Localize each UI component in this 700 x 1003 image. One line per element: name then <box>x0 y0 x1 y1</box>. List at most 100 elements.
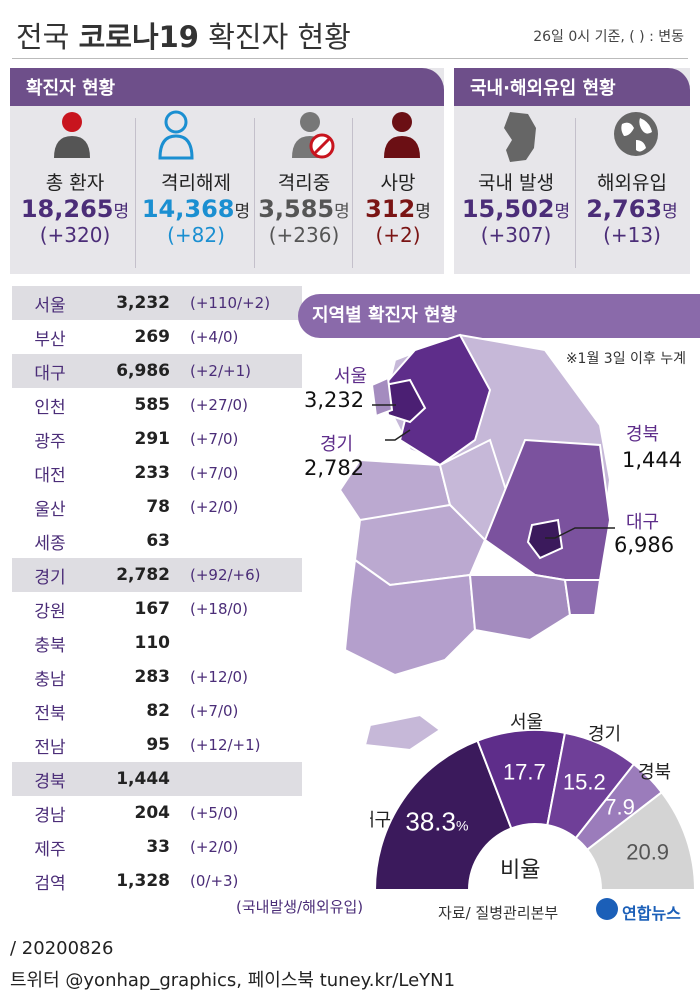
table-row: 전북 82 (+7/0) <box>12 694 302 728</box>
yonhap-logo-icon <box>596 898 618 920</box>
region-name: 대구 <box>12 354 88 388</box>
stat-value: 15,502명 <box>461 195 571 223</box>
map-label-value: 6,986 <box>614 533 675 557</box>
region-name: 경북 <box>12 762 88 796</box>
ratio-slice <box>373 739 513 891</box>
region-table: 서울 3,232 (+110/+2) 부산 269 (+4/0) 대구 6,986 (+2/+1… <box>12 286 302 898</box>
region-change: (+2/0) <box>190 498 239 516</box>
ratio-category-label: 경북 <box>638 762 671 782</box>
region-change <box>178 626 302 660</box>
region-gyeongnam <box>468 574 572 642</box>
region-value: 204 <box>134 803 171 823</box>
region-value: 2,782 <box>88 558 178 592</box>
stat-value: 14,368명 <box>141 195 251 223</box>
region-value: 269 <box>134 327 171 347</box>
region-change <box>178 762 302 796</box>
person-outline-icon <box>158 110 194 160</box>
credit-date: / 20200826 <box>10 938 114 959</box>
region-value: 82 <box>146 701 170 721</box>
table-row: 세종 63 <box>12 524 302 558</box>
region-value: 167 <box>134 599 171 619</box>
region-value: 1,328 <box>116 871 170 891</box>
table-row: 광주 291 (+7/0) <box>12 422 302 456</box>
table-row: 부산 269 (+4/0) <box>12 320 302 354</box>
ratio-value-label: 7.9 <box>604 794 635 819</box>
map-label-name: 경북 <box>626 424 660 445</box>
region-name: 강원 <box>34 601 66 622</box>
stat-change: (+320) <box>39 223 111 247</box>
region-change: (+27/0) <box>190 396 248 414</box>
region-change: (+110/+2) <box>178 286 302 320</box>
ratio-value-label: 15.2 <box>563 770 606 795</box>
stat-released: 격리해제 14,368명 (+82) <box>136 168 256 247</box>
region-change: (+12/+1) <box>190 736 261 754</box>
region-jeju <box>363 713 442 750</box>
map-note: ※1월 3일 이후 누계 <box>565 351 686 367</box>
page-title: 전국 코로나19 확진자 현황 <box>16 20 351 54</box>
stat-deaths: 사망 312명 (+2) <box>353 168 443 247</box>
ratio-category-label: 대구 <box>370 810 391 830</box>
region-name: 대전 <box>34 465 66 486</box>
stat-change: (+82) <box>167 223 225 247</box>
region-value: 1,444 <box>88 762 178 796</box>
region-name: 경남 <box>34 805 66 826</box>
region-daegu <box>526 518 564 560</box>
table-row: 대전 233 (+7/0) <box>12 456 302 490</box>
stat-divider <box>352 118 353 268</box>
map-heading: 지역별 확진자 현황 <box>298 294 700 338</box>
stat-value: 2,763명 <box>586 195 678 223</box>
table-row: 대구 6,986 (+2/+1) <box>12 354 302 388</box>
region-change <box>178 524 302 558</box>
region-change: (+92/+6) <box>178 558 302 592</box>
stat-label: 해외유입 <box>597 172 667 194</box>
ratio-value-label: 17.7 <box>503 759 546 784</box>
region-change: (+7/0) <box>190 464 239 482</box>
title-divider <box>12 58 688 59</box>
region-name: 세종 <box>34 533 66 554</box>
stat-label: 사망 <box>380 172 416 194</box>
region-name: 검역 <box>34 873 66 894</box>
stat-value: 3,585명 <box>258 195 350 223</box>
table-row: 경기 2,782 (+92/+6) <box>12 558 302 592</box>
stat-divider <box>254 118 255 268</box>
region-change: (+12/0) <box>190 668 248 686</box>
stat-divider <box>575 118 576 268</box>
region-value: 63 <box>146 531 170 551</box>
region-name: 서울 <box>12 286 88 320</box>
region-ulsan <box>563 579 602 616</box>
region-incheon <box>370 376 394 418</box>
stat-change: (+13) <box>603 223 661 247</box>
map-label-value: 1,444 <box>622 448 683 472</box>
region-value: 6,986 <box>88 354 178 388</box>
region-name: 충남 <box>34 669 66 690</box>
region-name: 전북 <box>34 703 66 724</box>
table-row: 제주 33 (+2/0) <box>12 830 302 864</box>
stat-label: 격리해제 <box>161 172 231 194</box>
stat-isolated: 격리중 3,585명 (+236) <box>255 168 353 247</box>
region-jeonnam <box>343 558 477 677</box>
status-panel: 확진자 현황 <box>10 68 444 274</box>
region-change: (+7/0) <box>190 702 239 720</box>
table-row: 인천 585 (+27/0) <box>12 388 302 422</box>
region-name: 전남 <box>34 737 66 758</box>
credit-sns: 트위터 @yonhap_graphics, 페이스북 tuney.kr/LeYN… <box>10 970 456 991</box>
korea-choropleth-map <box>338 333 615 750</box>
table-row: 충북 110 <box>12 626 302 660</box>
region-change: (+2/+1) <box>178 354 302 388</box>
stat-label: 국내 발생 <box>478 172 554 194</box>
ratio-category-label: 서울 <box>510 712 543 732</box>
stat-value: 312명 <box>365 195 431 223</box>
map-label-value: 2,782 <box>304 456 365 480</box>
ratio-category-label: 경기 <box>588 724 621 744</box>
region-value: 291 <box>134 429 171 449</box>
agency-name: 연합뉴스 <box>622 904 681 923</box>
status-panel-heading: 확진자 현황 <box>10 68 444 106</box>
region-name: 제주 <box>34 839 66 860</box>
stat-label: 총 환자 <box>45 172 105 194</box>
ratio-value-label: 20.9 <box>626 840 669 865</box>
region-change: (+5/0) <box>190 804 239 822</box>
region-change: (+7/0) <box>190 430 239 448</box>
table-row: 충남 283 (+12/0) <box>12 660 302 694</box>
map-label-value: 3,232 <box>304 388 365 412</box>
stat-value: 18,265명 <box>20 195 130 223</box>
